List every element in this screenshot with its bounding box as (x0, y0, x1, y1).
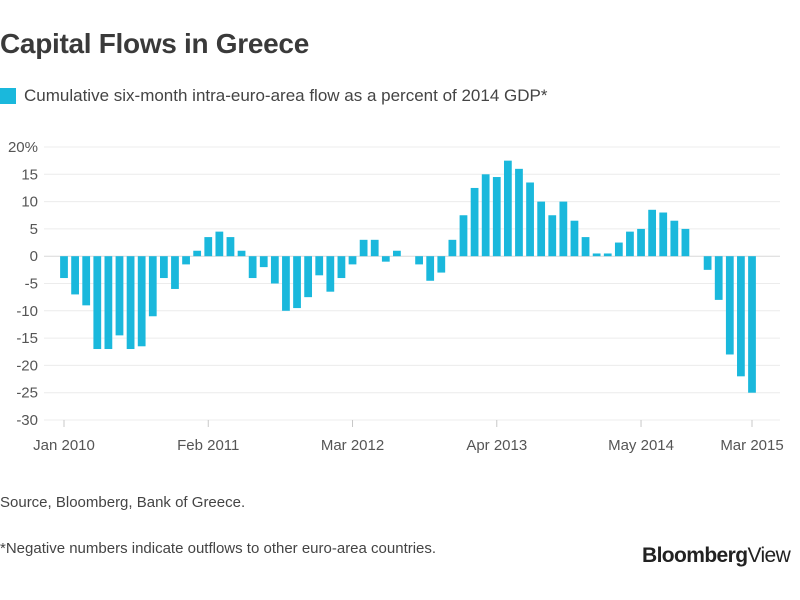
bar (470, 187, 479, 257)
bar (681, 228, 690, 257)
bar (648, 209, 657, 257)
y-axis-tick-labels: 20% 15 10 5 0 -5 -10 -15 -20 -25 -30 (8, 139, 38, 429)
bars (60, 160, 756, 393)
bar (737, 256, 745, 377)
x-axis-tick-labels: Jan 2010 Feb 2011 Mar 2012 Apr 2013 May 2014… (33, 420, 784, 454)
bar (448, 239, 457, 257)
y-tick-label: 15 (21, 166, 38, 183)
bar (82, 256, 91, 306)
bar (548, 215, 557, 257)
y-tick-label: -10 (16, 303, 38, 320)
bar (137, 256, 146, 347)
x-tick-label: Jan 2010 (33, 437, 95, 454)
bar (215, 231, 224, 257)
bar (659, 212, 668, 257)
bar (592, 253, 601, 257)
bar (104, 256, 113, 350)
legend-label: Cumulative six-month intra-euro-area flo… (24, 86, 548, 105)
bar (492, 177, 501, 257)
bar (437, 256, 446, 273)
chart-legend: Cumulative six-month intra-euro-area flo… (0, 86, 547, 106)
bar (204, 237, 213, 257)
bar (603, 253, 612, 257)
bar (126, 256, 135, 350)
bar (60, 256, 68, 279)
brand-accent: View (747, 544, 791, 567)
y-tick-label: -25 (16, 385, 38, 402)
bar (115, 256, 124, 336)
bar (670, 220, 679, 257)
bar (637, 228, 645, 257)
bar (248, 256, 257, 279)
bar (459, 215, 468, 257)
bar (526, 182, 534, 257)
bar (614, 242, 623, 257)
bar (559, 201, 568, 257)
y-tick-label: 20% (8, 139, 38, 156)
bar (537, 201, 546, 257)
bar (226, 237, 235, 257)
bar (426, 256, 435, 281)
bar (515, 168, 523, 257)
bar (304, 256, 313, 298)
bar (326, 256, 335, 292)
bar (259, 256, 268, 268)
y-tick-label: 10 (21, 194, 38, 211)
grid-lines (44, 146, 780, 421)
bar (626, 231, 634, 257)
source-note: Source, Bloomberg, Bank of Greece. (0, 494, 246, 511)
bar (359, 239, 368, 257)
bar (370, 239, 379, 257)
bar (270, 256, 279, 284)
x-tick-label: Mar 2012 (321, 437, 384, 454)
chart-title: Capital Flows in Greece (0, 28, 309, 59)
bloomberg-view-logo: BloombergView (642, 544, 791, 568)
bar (503, 160, 512, 257)
bar (570, 220, 579, 257)
y-tick-label: 5 (30, 221, 38, 238)
bar (237, 250, 246, 257)
x-tick-label: Mar 2015 (720, 437, 783, 454)
y-tick-label: -15 (16, 330, 38, 347)
bar (381, 256, 390, 262)
bar (182, 256, 190, 265)
bar (725, 256, 734, 355)
bar (337, 256, 346, 279)
bar (748, 256, 756, 393)
x-tick-label: Apr 2013 (466, 437, 527, 454)
bar-chart: 20% 15 10 5 0 -5 -10 -15 -20 -25 -30 Jan 2010 Feb 2… (8, 139, 784, 454)
brand-main: Bloomberg (642, 544, 748, 567)
bar (193, 250, 202, 257)
bar (71, 256, 79, 295)
legend-swatch (0, 88, 16, 104)
x-tick-label: Feb 2011 (177, 437, 239, 454)
bar (348, 256, 357, 265)
bar (393, 250, 401, 257)
bar (714, 256, 723, 300)
bar (282, 256, 290, 311)
y-tick-label: 0 (30, 248, 38, 265)
bar (148, 256, 157, 317)
y-tick-label: -5 (25, 276, 38, 293)
bar (581, 237, 590, 257)
bar (315, 256, 324, 276)
y-tick-label: -20 (16, 357, 38, 374)
footnote: *Negative numbers indicate outflows to o… (0, 540, 437, 557)
x-tick-label: May 2014 (608, 437, 674, 454)
bar (159, 256, 168, 279)
bar (415, 256, 423, 265)
bar (93, 256, 102, 350)
bar (481, 174, 490, 257)
bar (293, 256, 301, 309)
bar (703, 256, 712, 270)
bar (171, 256, 179, 289)
y-tick-label: -30 (16, 412, 38, 429)
